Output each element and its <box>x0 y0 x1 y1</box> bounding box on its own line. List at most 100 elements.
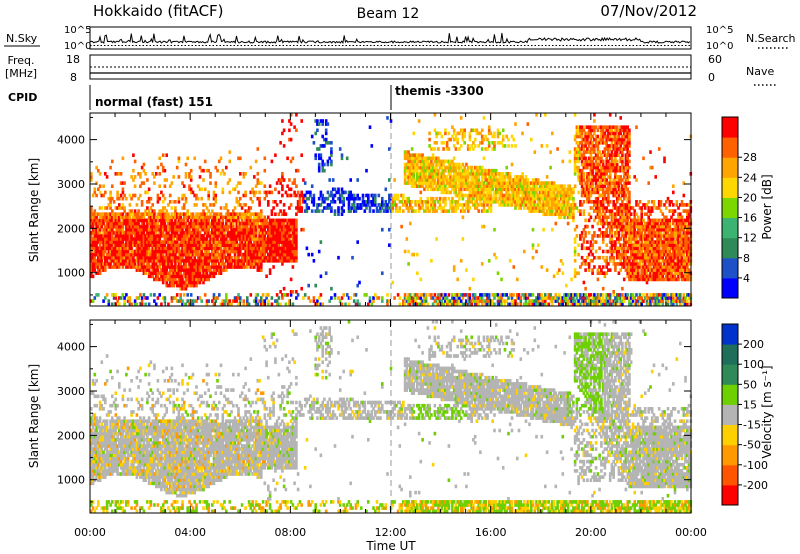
power-cell <box>177 265 181 269</box>
power-cell <box>379 206 382 210</box>
power-cell <box>116 196 119 201</box>
power-cell <box>191 274 195 279</box>
power-cell <box>167 243 170 247</box>
power-cell <box>140 243 144 247</box>
power-cell <box>167 215 170 220</box>
power-cell <box>207 221 210 226</box>
power-cell <box>458 293 461 297</box>
power-cell <box>437 131 440 136</box>
power-cell <box>154 215 158 220</box>
power-cell <box>207 224 210 229</box>
power-cell <box>544 200 547 204</box>
power-cell <box>424 203 428 207</box>
power-cell <box>133 184 137 188</box>
power-cell <box>109 262 112 266</box>
power-cell <box>214 268 218 272</box>
power-cell <box>237 156 240 161</box>
power-cell <box>421 172 424 176</box>
power-cell <box>409 172 412 176</box>
power-cell <box>568 296 572 300</box>
power-cell <box>407 262 410 266</box>
power-cell <box>100 249 104 254</box>
power-cell <box>431 153 435 157</box>
power-cell <box>424 162 428 167</box>
power-cell <box>130 175 133 179</box>
power-cell <box>479 190 482 195</box>
power-cell <box>202 215 205 220</box>
power-cell <box>203 271 207 275</box>
power-cell <box>140 299 144 303</box>
power-cell <box>466 144 470 148</box>
power-cell <box>542 184 545 188</box>
power-cell <box>381 200 384 204</box>
power-cell <box>151 209 154 213</box>
power-cell <box>494 190 498 195</box>
power-cell <box>105 262 109 266</box>
power-cell <box>552 193 556 198</box>
power-cell <box>570 196 573 201</box>
power-cell <box>242 193 246 198</box>
power-cell <box>580 234 584 238</box>
power-cell <box>123 249 126 254</box>
power-cell <box>319 144 323 148</box>
power-cell <box>484 184 487 188</box>
power-cell <box>573 162 577 167</box>
power-cell <box>589 249 593 254</box>
power-cell <box>247 231 251 235</box>
power-cell <box>493 134 496 139</box>
power-cell <box>405 168 409 173</box>
power-cell <box>572 200 575 204</box>
power-cell <box>333 296 337 300</box>
power-cell <box>232 231 235 235</box>
power-cell <box>251 190 254 195</box>
power-cell <box>254 190 258 195</box>
power-cell <box>589 240 593 244</box>
power-cell <box>254 159 258 164</box>
power-cell <box>156 274 160 279</box>
power-cell <box>442 178 445 182</box>
power-cell <box>482 172 486 176</box>
power-cell <box>426 178 430 182</box>
power-cell <box>214 259 218 263</box>
power-cell <box>559 209 563 213</box>
power-cell <box>331 187 335 192</box>
power-cell <box>433 181 437 185</box>
power-cell <box>274 218 277 223</box>
power-cell <box>209 268 212 272</box>
power-cell <box>552 190 556 195</box>
power-cell <box>196 231 200 235</box>
power-cell <box>251 231 254 235</box>
power-cell <box>249 218 253 223</box>
power-cell <box>179 215 182 220</box>
power-cell <box>593 302 596 307</box>
power-cell <box>244 252 247 257</box>
power-cell <box>153 299 156 303</box>
power-cell <box>407 162 410 167</box>
power-cell <box>351 193 354 198</box>
power-cell <box>137 224 140 229</box>
power-cell <box>466 299 470 303</box>
power-cell <box>182 243 186 247</box>
power-cell <box>493 175 496 179</box>
power-cell <box>160 243 163 247</box>
power-cell <box>547 187 551 192</box>
power-cell <box>142 262 146 266</box>
power-cell <box>281 296 284 300</box>
power-cell <box>121 224 125 229</box>
power-cell <box>317 302 321 307</box>
power-cell <box>284 218 288 223</box>
power-cell <box>412 172 416 176</box>
power-cell <box>140 268 144 272</box>
power-cell <box>526 206 530 210</box>
power-cell <box>111 246 114 251</box>
power-cell <box>398 200 402 204</box>
power-cell <box>186 224 189 229</box>
power-cell <box>523 181 526 185</box>
power-cell <box>482 196 486 201</box>
power-cell <box>559 296 563 300</box>
power-cell <box>556 212 559 216</box>
power-cell <box>584 134 587 139</box>
power-cell <box>487 128 491 133</box>
power-cell <box>239 237 242 241</box>
power-cell <box>412 159 416 164</box>
